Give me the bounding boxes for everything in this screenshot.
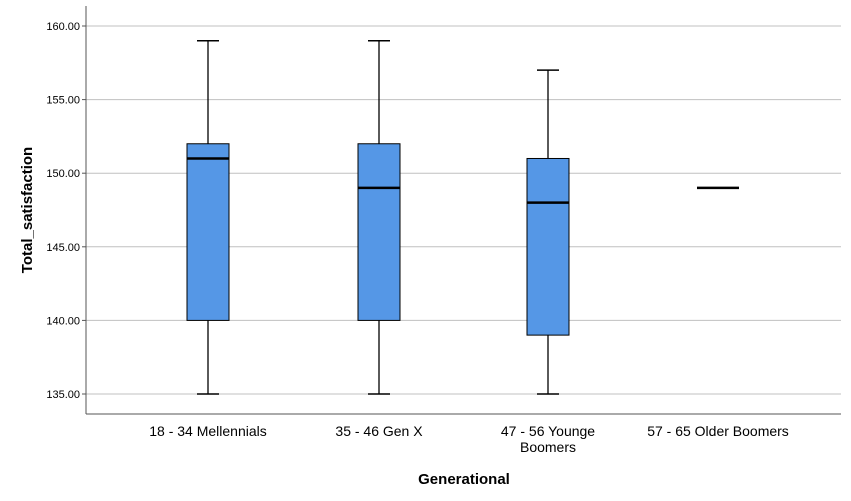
box — [186, 143, 230, 321]
y-tick-label: 160.00 — [46, 21, 80, 33]
y-tick-label: 140.00 — [46, 315, 80, 327]
y-axis-title: Total_satisfaction — [19, 147, 36, 273]
x-category-label: 35 - 46 Gen X — [335, 423, 423, 439]
x-category-label: 57 - 65 Older Boomers — [647, 423, 789, 439]
x-category-label: 18 - 34 Mellennials — [149, 423, 267, 439]
x-axis-title: Generational — [418, 471, 510, 488]
y-tick-label: 150.00 — [46, 168, 80, 180]
box — [357, 143, 401, 321]
x-category-label: Boomers — [520, 439, 576, 455]
y-tick-label: 155.00 — [46, 95, 80, 107]
y-tick-labels: 135.00 140.00 145.00 150.00 155.00 160.00 — [46, 21, 80, 401]
box — [526, 157, 570, 336]
y-tick-label: 145.00 — [46, 242, 80, 254]
box-group — [357, 39, 401, 395]
box-group — [526, 69, 570, 395]
x-category-label: 47 - 56 Younge — [501, 423, 595, 439]
axes — [82, 6, 841, 415]
y-tick-label: 135.00 — [46, 389, 80, 401]
boxes — [186, 39, 739, 395]
box-group — [186, 39, 230, 395]
x-category-labels: 18 - 34 Mellennials 35 - 46 Gen X 47 - 56 … — [149, 423, 789, 455]
